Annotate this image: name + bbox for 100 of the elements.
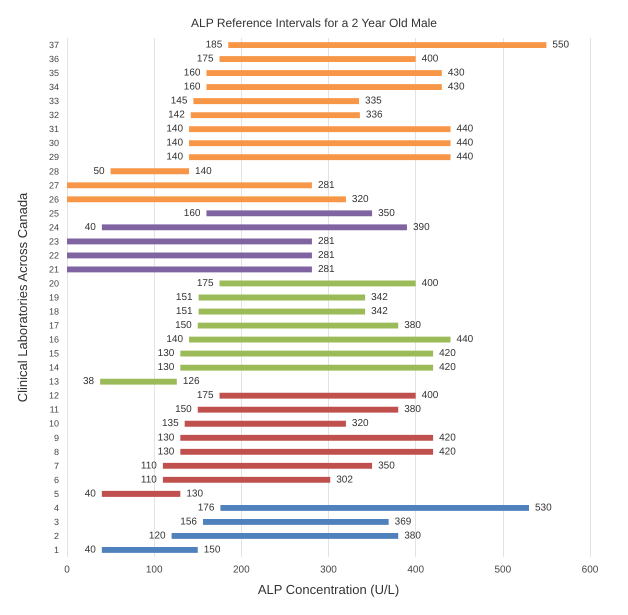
y-tick-label: 32 — [48, 110, 59, 120]
annotation: 140 — [166, 138, 184, 149]
bar — [198, 322, 398, 328]
data-label: 281 — [318, 264, 336, 275]
x-tick-label: 600 — [582, 564, 599, 576]
bar — [198, 308, 366, 314]
data-label: 140 — [195, 166, 212, 177]
y-tick-label: 36 — [48, 54, 59, 64]
annotation: 40 — [84, 222, 96, 233]
y-tick-label: 33 — [48, 96, 59, 106]
bar — [67, 238, 312, 244]
y-tick-label: 3 — [54, 516, 59, 527]
data-label: 342 — [371, 292, 388, 303]
data-label: 550 — [552, 40, 570, 51]
y-tick-label: 13 — [48, 376, 59, 387]
annotation: 176 — [198, 502, 215, 514]
bar — [102, 490, 180, 497]
x-tick-label: 300 — [320, 564, 338, 576]
bar — [189, 336, 451, 343]
bar — [67, 196, 346, 202]
annotation: 160 — [184, 82, 201, 93]
y-tick-label: 22 — [48, 250, 59, 260]
bar — [202, 518, 389, 525]
data-label: 350 — [378, 460, 396, 472]
bar — [206, 70, 442, 76]
data-label: 342 — [371, 306, 388, 318]
data-label: 440 — [456, 124, 474, 135]
chart-title: ALP Reference Intervals for a 2 Year Old Male — [191, 16, 438, 30]
bar — [67, 252, 312, 258]
y-tick-label: 27 — [48, 180, 59, 190]
y-tick-label: 6 — [54, 474, 59, 485]
x-tick-label: 500 — [494, 564, 512, 576]
y-tick-label: 19 — [48, 292, 59, 302]
y-axis-title: Clinical Laboratories Across Canada — [15, 192, 30, 402]
y-tick-label: 16 — [48, 334, 59, 345]
y-tick-label: 28 — [48, 166, 59, 176]
data-label: 302 — [336, 474, 354, 486]
annotation: 135 — [162, 418, 180, 430]
y-tick-label: 17 — [48, 320, 59, 331]
annotation: 40 — [84, 488, 96, 500]
annotation: 140 — [166, 152, 184, 163]
data-label: 380 — [404, 530, 422, 542]
annotation: 130 — [158, 348, 175, 360]
y-tick-label: 31 — [48, 124, 59, 134]
bar — [189, 140, 451, 146]
x-tick-label: 200 — [232, 564, 250, 576]
bar — [100, 378, 177, 385]
y-tick-label: 25 — [48, 208, 59, 218]
data-label: 420 — [439, 432, 456, 444]
y-tick-label: 15 — [48, 348, 59, 359]
bar — [220, 56, 416, 62]
y-tick-label: 24 — [48, 222, 59, 232]
data-label: 400 — [422, 54, 439, 65]
y-tick-label: 14 — [48, 362, 59, 373]
bar — [180, 434, 434, 441]
y-tick-label: 7 — [54, 460, 59, 471]
bar — [228, 42, 546, 48]
data-label: 420 — [439, 362, 456, 374]
annotation: 150 — [175, 320, 192, 332]
bar — [102, 547, 198, 553]
bar — [172, 533, 398, 539]
bar — [180, 364, 434, 371]
y-tick-label: 12 — [48, 390, 59, 401]
y-tick-label: 26 — [48, 194, 59, 204]
annotation: 151 — [176, 292, 194, 303]
x-tick-label: 0 — [64, 564, 70, 576]
data-label: 420 — [439, 446, 456, 458]
annotation: 140 — [166, 124, 184, 135]
data-label: 440 — [456, 334, 474, 346]
data-label: 400 — [422, 278, 439, 289]
bar — [206, 84, 442, 90]
bar — [162, 476, 330, 483]
y-tick-label: 2 — [54, 530, 59, 541]
bar — [67, 266, 312, 272]
y-tick-label: 34 — [48, 82, 59, 92]
x-tick-label: 100 — [146, 564, 163, 576]
annotation: 50 — [93, 166, 106, 177]
data-label: 336 — [366, 110, 384, 121]
data-label: 281 — [318, 180, 336, 191]
data-label: 350 — [378, 208, 396, 219]
bar — [198, 406, 398, 413]
y-tick-label: 35 — [48, 68, 59, 78]
data-label: 126 — [182, 376, 200, 388]
annotation: 175 — [196, 390, 214, 402]
annotation: 120 — [148, 530, 166, 542]
x-axis-title: ALP Concentration (U/L) — [258, 582, 400, 597]
bar — [189, 154, 451, 160]
y-tick-label: 8 — [54, 446, 59, 457]
annotation: 175 — [196, 278, 214, 289]
bar — [220, 392, 416, 399]
annotation: 110 — [140, 474, 158, 486]
bar — [198, 294, 366, 300]
data-label: 440 — [456, 152, 474, 163]
annotation: 38 — [83, 376, 95, 388]
annotation: 151 — [176, 306, 194, 318]
data-label: 335 — [365, 96, 382, 107]
bar — [102, 224, 407, 230]
bar — [190, 112, 360, 118]
data-label: 380 — [404, 404, 422, 416]
y-tick-label: 11 — [50, 404, 59, 415]
